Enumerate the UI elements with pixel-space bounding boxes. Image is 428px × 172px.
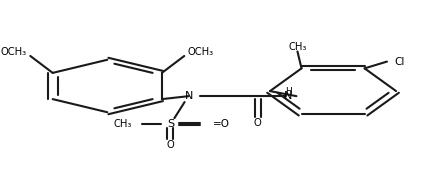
Text: OCH₃: OCH₃: [0, 47, 26, 57]
Text: =O: =O: [213, 119, 230, 129]
Text: N: N: [284, 91, 292, 101]
Text: CH₃: CH₃: [113, 119, 131, 129]
Text: O: O: [166, 140, 174, 150]
Text: CH₃: CH₃: [288, 42, 306, 52]
Text: O: O: [254, 118, 262, 128]
Text: N: N: [184, 91, 193, 101]
Text: S: S: [167, 119, 174, 129]
Text: OCH₃: OCH₃: [187, 47, 214, 57]
Text: H: H: [285, 87, 292, 96]
Text: Cl: Cl: [394, 57, 404, 67]
